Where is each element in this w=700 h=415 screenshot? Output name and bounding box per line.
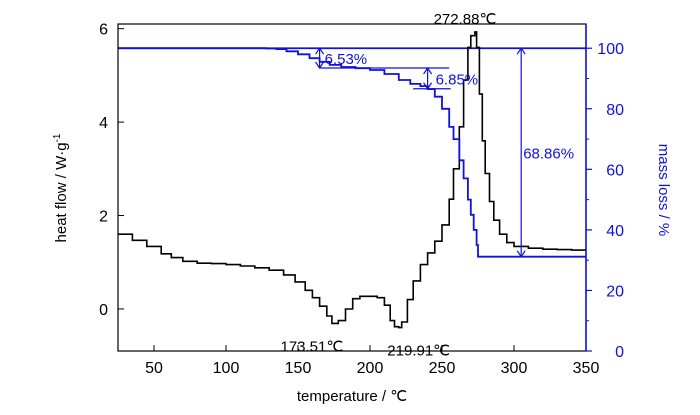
step2-arrow-head-bottom	[423, 82, 433, 90]
step1-arrow-head-top	[315, 47, 325, 55]
y-right-tick-label: 0	[615, 344, 624, 361]
y-left-label-main: heat flow / W·g	[53, 142, 70, 242]
left-axis: 50 100 150 200 250 300 350 0 2 4 6 temperature / …	[52, 22, 599, 405]
x-tick-label: 100	[213, 360, 240, 377]
y-right-tick-label: 20	[606, 283, 624, 300]
heat-flow-line	[118, 31, 586, 329]
y-left-label-sup: -1	[52, 133, 63, 142]
x-tick-label: 200	[357, 360, 384, 377]
total-arrow-head-bottom	[516, 250, 526, 258]
y-right-axis-label: mass loss / %	[655, 144, 672, 237]
y-left-axis-label: heat flow / W·g-1	[52, 133, 70, 242]
x-tick-label: 350	[573, 360, 600, 377]
right-axis: 0 20 40 60 80 100 mass loss / %	[585, 24, 672, 361]
x-tick-label: 150	[285, 360, 312, 377]
x-tick-label: 250	[429, 360, 456, 377]
x-tick-label: 300	[501, 360, 528, 377]
y-right-tick-label: 60	[606, 162, 624, 179]
y-left-tick-label: 6	[99, 22, 108, 39]
y-left-tick-label: 4	[99, 115, 108, 132]
peak-min1-label: 173.51℃	[280, 338, 343, 355]
y-left-tick-label: 0	[99, 302, 108, 319]
x-tick-label: 50	[145, 360, 163, 377]
step2-label: 6.85%	[436, 71, 479, 88]
step2-arrow	[423, 66, 433, 90]
y-right-tick-label: 80	[606, 102, 624, 119]
step2-arrow-head-top	[423, 66, 433, 75]
y-right-tick-label: 40	[606, 223, 624, 240]
step1-arrow-head-bottom	[315, 61, 325, 70]
peak-max-label: 272.88℃	[434, 11, 497, 28]
x-axis-label: temperature / ℃	[297, 388, 407, 405]
y-right-tick-label: 100	[597, 41, 624, 58]
total-arrow-head-top	[516, 47, 526, 55]
y-left-tick-label: 2	[99, 209, 108, 226]
step1-label: 6.53%	[325, 51, 368, 68]
mass-loss-line	[118, 47, 586, 258]
total-label: 68.86%	[523, 145, 574, 162]
total-arrow	[516, 47, 526, 258]
step1-arrow	[315, 47, 325, 70]
